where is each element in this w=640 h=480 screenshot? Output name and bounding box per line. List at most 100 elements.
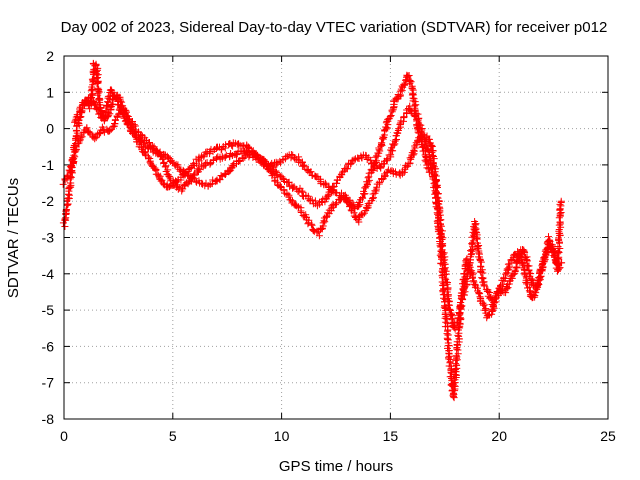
data-point <box>146 139 153 146</box>
data-point <box>445 301 452 309</box>
data-point <box>91 99 99 107</box>
data-point <box>448 375 455 382</box>
data-point <box>524 262 532 270</box>
series-track-b <box>59 106 566 333</box>
data-point <box>428 142 436 150</box>
data-point <box>244 143 252 151</box>
data-point <box>358 210 366 218</box>
data-point <box>108 87 116 95</box>
data-point <box>445 305 453 313</box>
data-point <box>541 255 549 263</box>
data-point <box>502 270 510 278</box>
data-point <box>181 180 189 188</box>
data-point <box>159 155 167 163</box>
data-point <box>78 133 86 141</box>
data-point <box>425 165 433 173</box>
x-tick-label: 15 <box>383 428 399 444</box>
data-point <box>300 161 308 169</box>
y-tick-label: -4 <box>42 266 55 282</box>
data-point <box>530 281 538 289</box>
data-point <box>93 105 101 113</box>
data-point <box>106 127 114 134</box>
data-point <box>469 269 477 277</box>
data-point <box>395 125 403 133</box>
data-point <box>71 141 78 149</box>
data-point <box>222 151 230 159</box>
data-point <box>440 303 448 311</box>
data-point <box>310 226 317 234</box>
data-point <box>557 259 565 267</box>
data-point <box>396 120 404 128</box>
data-point <box>327 187 335 195</box>
data-point <box>315 232 323 240</box>
data-point <box>377 142 385 150</box>
data-point <box>443 280 451 288</box>
data-point <box>543 249 550 257</box>
data-point <box>206 160 214 167</box>
data-point <box>329 183 337 191</box>
data-point <box>92 134 100 142</box>
data-point <box>332 199 340 207</box>
data-point <box>298 187 306 195</box>
data-point <box>499 287 506 295</box>
data-point <box>381 172 389 180</box>
data-point <box>414 126 422 134</box>
data-point <box>61 215 69 223</box>
data-point <box>504 284 512 292</box>
data-point <box>229 161 237 169</box>
y-tick-label: -6 <box>42 338 55 354</box>
data-point <box>523 256 530 264</box>
data-point <box>477 258 485 266</box>
data-point <box>459 296 467 304</box>
data-point <box>453 318 461 326</box>
data-point <box>400 81 408 89</box>
data-point <box>122 107 130 115</box>
data-point <box>217 172 225 179</box>
data-point <box>446 358 454 366</box>
data-point <box>233 151 240 159</box>
data-point <box>252 150 260 158</box>
data-point <box>308 221 316 229</box>
data-point <box>332 201 340 209</box>
data-point <box>470 277 477 285</box>
data-point <box>378 139 386 147</box>
data-point <box>519 260 527 268</box>
data-point <box>444 335 451 343</box>
data-point <box>430 155 438 163</box>
data-point <box>61 223 69 230</box>
data-point <box>321 179 329 187</box>
data-point <box>86 93 94 101</box>
data-point <box>72 115 80 123</box>
data-point <box>256 154 264 162</box>
data-point <box>94 66 101 74</box>
data-point <box>554 267 561 275</box>
data-point <box>179 185 187 193</box>
x-tick-label: 25 <box>600 428 616 444</box>
data-point <box>186 165 194 173</box>
data-point <box>343 197 350 205</box>
chart-title: Day 002 of 2023, Sidereal Day-to-day VTE… <box>61 19 608 36</box>
data-point <box>545 233 552 241</box>
data-point <box>307 168 315 176</box>
data-point <box>434 184 441 191</box>
y-tick-label: -8 <box>42 411 55 427</box>
grid <box>64 56 608 419</box>
data-point <box>94 91 102 99</box>
data-point <box>387 112 395 119</box>
y-tick-label: -2 <box>42 193 55 209</box>
data-point <box>359 211 367 219</box>
data-point <box>83 124 91 132</box>
data-point <box>432 188 440 196</box>
y-tick-label: 1 <box>46 84 54 100</box>
data-point <box>416 133 424 141</box>
data-point <box>308 196 316 204</box>
data-point <box>190 171 198 179</box>
data-point <box>70 155 78 163</box>
data-point <box>462 275 470 283</box>
data-point <box>93 80 101 87</box>
data-point <box>323 213 330 221</box>
data-point <box>158 176 166 184</box>
plot-frame <box>63 55 609 420</box>
data-point <box>554 243 562 250</box>
data-series <box>59 59 566 402</box>
